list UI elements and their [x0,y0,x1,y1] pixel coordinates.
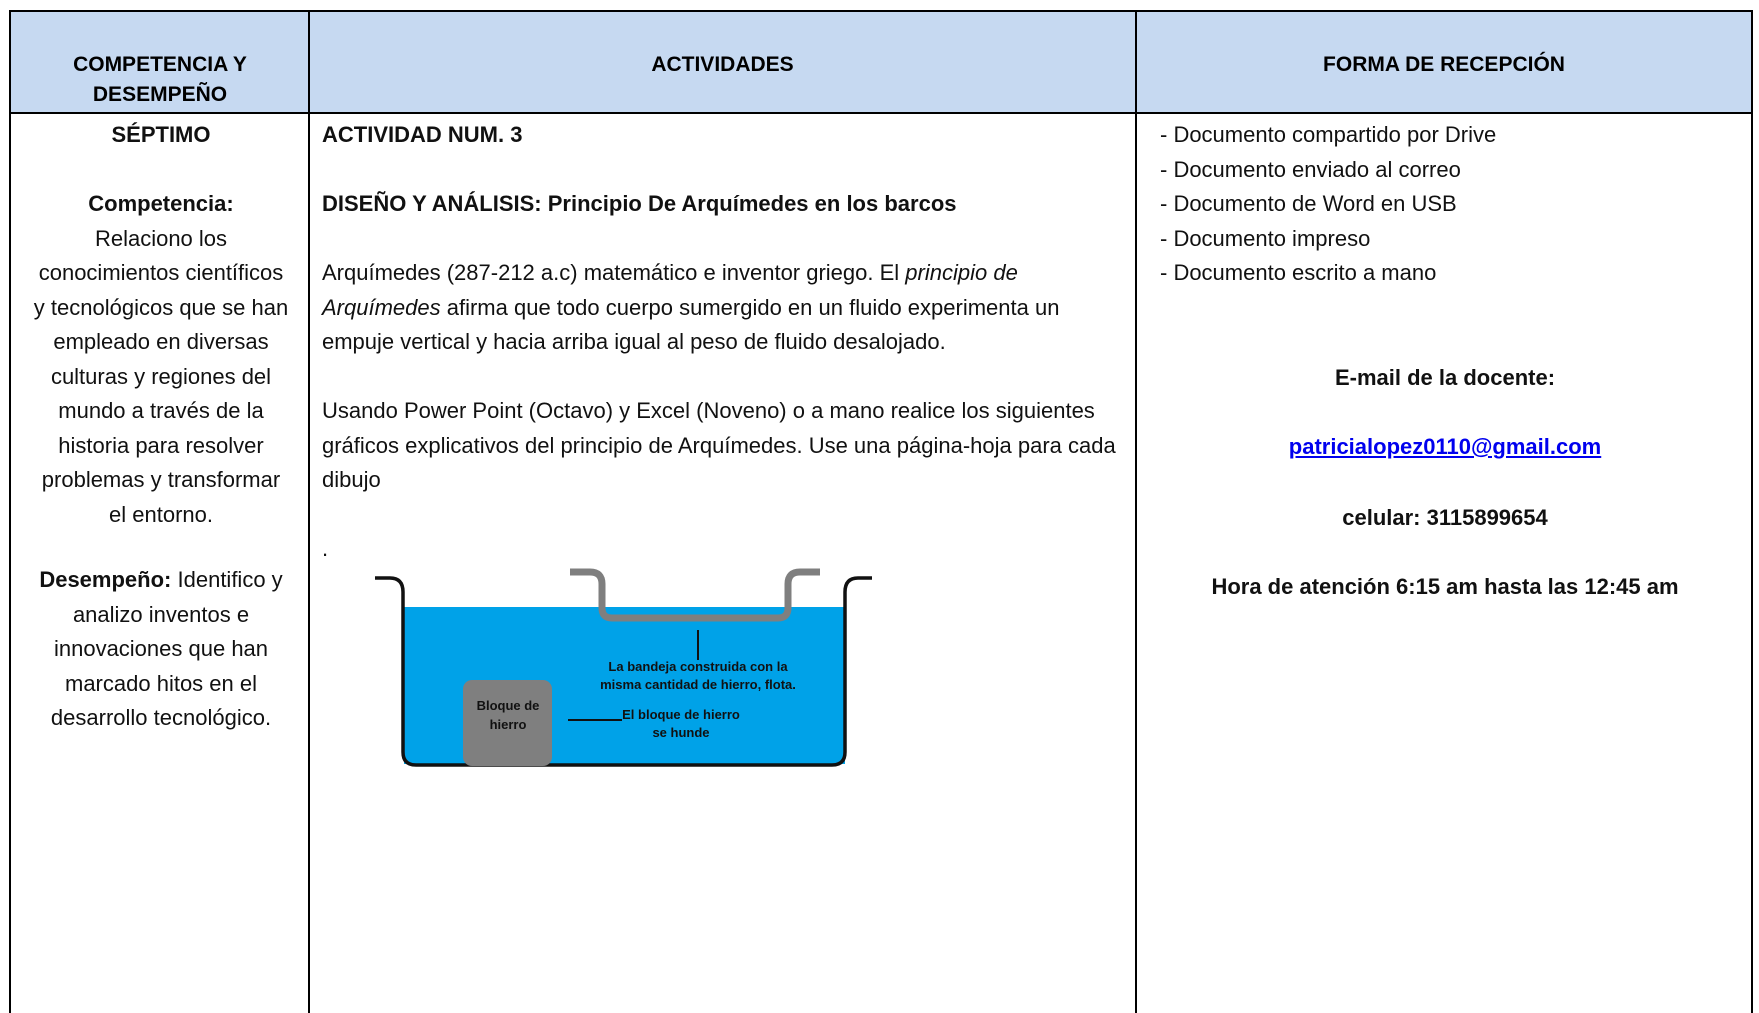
heading: DISEÑO Y ANÁLISIS: Principio De Arquímed… [322,191,957,216]
column-2: ACTIVIDAD NUM. 3 DISEÑO Y ANÁLISIS: Prin… [322,118,1122,567]
border [10,112,1753,114]
text: afirma que todo cuerpo sumergido en un f… [322,294,1060,355]
figure-label: La bandeja construida con la misma canti… [600,659,796,692]
text: Relaciono los conocimientos científicos … [33,225,289,527]
tray [570,568,820,622]
border [10,10,1753,12]
delivery-option: - Documento compartido por Drive [1160,122,1497,147]
phone: celular: 3115899654 [1342,504,1548,530]
container [375,576,872,767]
delivery-options: - Documento compartido por Drive - Docume… [1160,118,1500,291]
text: principio de Arquímedes [322,260,1018,320]
grade: SÉPTIMO [111,122,211,147]
border [1751,10,1753,1013]
header-cell: FORMA DE RECEPCIÓN [1323,53,1565,76]
label: Competencia: [88,191,234,216]
label: Desempeño: [39,567,172,592]
delivery-option: - Documento de Word en USB [1160,191,1457,216]
figure-label: Bloque de hierro [476,698,540,732]
text: Identifico y analizo inventos e innovaci… [50,567,283,730]
dot: . [322,536,329,561]
paragraph: Arquímedes (287-212 a.c) matemático e in… [322,256,1122,360]
hours: Hora de atención 6:15 am hasta las 12:45… [1211,573,1679,599]
figure-drawing [375,568,872,767]
text: Arquímedes (287-212 a.c) matemático e in… [322,260,906,285]
border [308,10,310,1013]
header-cell: ACTIVIDADES [651,53,794,76]
column-1: SÉPTIMO Competencia: Relaciono los conoc… [20,118,302,736]
paragraph: Usando Power Point (Octavo) y Excel (Nov… [322,398,1116,492]
delivery-option: - Documento impreso [1160,225,1371,251]
email-label: E-mail de la docente: [1334,365,1556,390]
activity: ACTIVIDAD NUM. 3 [322,122,523,147]
delivery-option: - Documento escrito a mano [1160,260,1437,285]
column-3-contact: E-mail de la docente: patricialopez0110@… [1140,361,1750,604]
border [1135,10,1137,1013]
figure: La bandeja construida con la misma canti… [360,540,890,780]
iron-block [463,680,552,766]
delivery-option: - Documento enviado al correo [1160,156,1461,182]
header-background [10,10,1751,113]
header-cell: COMPETENCIA Y DESEMPEÑO [73,53,247,106]
border [9,10,11,1013]
figure-label: El bloque de hierro se hunde [622,707,740,740]
email-link[interactable]: patricialopez0110@gmail.com [1288,434,1602,459]
